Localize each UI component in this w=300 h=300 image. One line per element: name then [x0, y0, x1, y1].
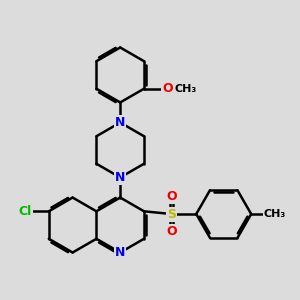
- Text: Cl: Cl: [19, 205, 32, 218]
- Text: O: O: [166, 190, 177, 203]
- Text: CH₃: CH₃: [174, 84, 197, 94]
- Text: CH₃: CH₃: [263, 209, 286, 219]
- Text: O: O: [166, 225, 177, 239]
- Text: N: N: [115, 116, 125, 129]
- Text: O: O: [162, 82, 173, 95]
- Text: S: S: [167, 208, 176, 220]
- Text: N: N: [115, 246, 125, 259]
- Text: N: N: [115, 171, 125, 184]
